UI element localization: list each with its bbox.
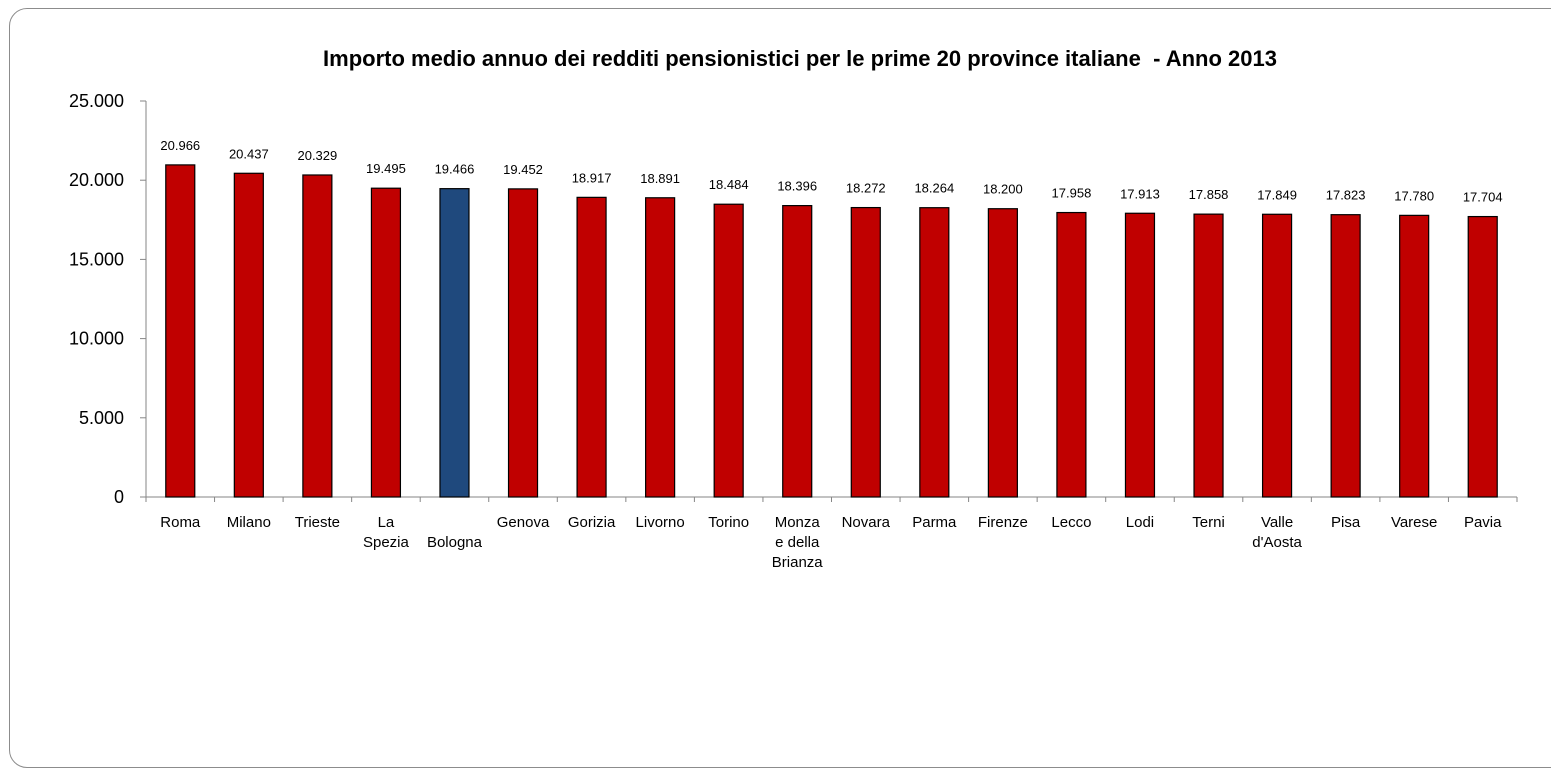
data-label: 18.396 (777, 179, 817, 194)
x-tick-label: Lodi (1126, 514, 1154, 531)
data-label: 20.437 (229, 146, 269, 161)
data-label: 18.917 (572, 170, 612, 185)
data-label: 17.823 (1326, 188, 1366, 203)
x-tick-label: Gorizia (568, 514, 616, 531)
bar (1124, 212, 1156, 498)
bar (713, 203, 744, 498)
x-tick-label: Trieste (295, 514, 340, 531)
bar (233, 172, 264, 498)
bar (782, 205, 813, 498)
y-tick-label: 15.000 (69, 249, 124, 269)
data-label: 20.329 (297, 148, 337, 163)
x-tick-label: Pavia (1464, 514, 1502, 531)
bar (439, 188, 470, 498)
data-label: 17.858 (1189, 187, 1229, 202)
bar (1399, 214, 1430, 498)
y-tick-label: 0 (114, 487, 124, 507)
x-tick-label: Varese (1391, 514, 1437, 531)
chart-title: Importo medio annuo dei redditi pensioni… (323, 46, 1277, 71)
x-tick-label: Lecco (1051, 514, 1091, 531)
bar (987, 208, 1018, 498)
bar (507, 188, 539, 498)
bar (1467, 215, 1498, 498)
bar (1056, 211, 1087, 498)
data-label: 18.272 (846, 181, 886, 196)
data-label: 17.849 (1257, 187, 1297, 202)
x-tick-label: La (378, 514, 395, 531)
x-tick-label: d'Aosta (1252, 534, 1302, 551)
data-label: 19.452 (503, 162, 543, 177)
x-tick-label: Spezia (363, 534, 410, 551)
x-tick-label: Pisa (1331, 514, 1361, 531)
chart-frame (9, 8, 1551, 768)
y-tick-label: 5.000 (79, 408, 124, 428)
x-tick-label: Novara (842, 514, 891, 531)
x-tick-label: e della (775, 534, 820, 551)
y-tick-label: 20.000 (69, 170, 124, 190)
data-label: 18.891 (640, 171, 680, 186)
data-label: 19.466 (435, 162, 475, 177)
bar (1261, 213, 1293, 498)
x-tick-label: Roma (160, 514, 201, 531)
data-label: 19.495 (366, 161, 406, 176)
y-tick-label: 10.000 (69, 329, 124, 349)
x-tick-label: Bologna (427, 534, 483, 551)
bar (919, 207, 950, 498)
x-tick-label: Torino (708, 514, 749, 531)
data-label: 20.966 (160, 138, 200, 153)
bar (165, 164, 196, 498)
bar (850, 206, 881, 498)
x-tick-label: Valle (1261, 514, 1293, 531)
x-tick-label: Terni (1192, 514, 1225, 531)
data-label: 17.913 (1120, 186, 1160, 201)
bar (370, 187, 402, 498)
data-label: 18.484 (709, 177, 749, 192)
x-tick-label: Firenze (978, 514, 1028, 531)
bar (1193, 213, 1224, 498)
bar (302, 174, 333, 498)
data-label: 18.200 (983, 182, 1023, 197)
bar-chart: 0 5.000 10.000 15.000 20.000 25.000 20.966 Roma… (69, 91, 1518, 571)
x-tick-label: Milano (227, 514, 271, 531)
bar (1330, 214, 1361, 498)
x-tick-label: Genova (497, 514, 550, 531)
x-tick-label: Brianza (772, 554, 824, 571)
data-label: 18.264 (914, 181, 954, 196)
x-tick-label: Livorno (636, 514, 685, 531)
data-label: 17.958 (1052, 186, 1092, 201)
x-tick-label: Monza (775, 514, 821, 531)
x-tick-label: Parma (912, 514, 957, 531)
bar (576, 196, 607, 498)
data-label: 17.780 (1394, 188, 1434, 203)
data-label: 17.704 (1463, 190, 1503, 205)
bar (645, 197, 676, 498)
y-tick-label: 25.000 (69, 91, 124, 111)
